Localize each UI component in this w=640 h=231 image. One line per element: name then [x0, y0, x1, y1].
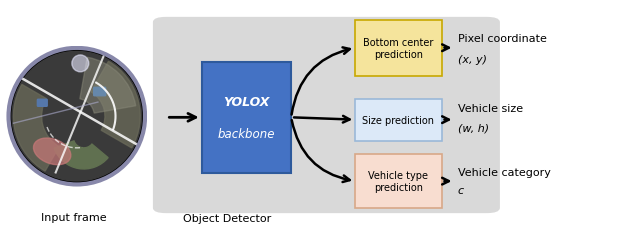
- Circle shape: [72, 56, 89, 73]
- Text: backbone: backbone: [218, 128, 275, 140]
- Circle shape: [12, 52, 141, 181]
- Text: Pixel coordinate: Pixel coordinate: [458, 34, 547, 44]
- Text: Input frame: Input frame: [41, 212, 106, 222]
- Text: (x, y): (x, y): [458, 55, 486, 65]
- Wedge shape: [80, 58, 136, 114]
- Text: Bottom center
prediction: Bottom center prediction: [364, 38, 433, 59]
- Text: YOLOX: YOLOX: [223, 95, 269, 108]
- FancyBboxPatch shape: [202, 62, 291, 173]
- Text: Size prediction: Size prediction: [362, 115, 435, 125]
- Text: Object Detector: Object Detector: [183, 213, 271, 223]
- Text: c: c: [458, 185, 464, 196]
- Wedge shape: [13, 85, 59, 171]
- Ellipse shape: [33, 138, 71, 165]
- FancyBboxPatch shape: [37, 100, 47, 107]
- Text: Vehicle type
prediction: Vehicle type prediction: [369, 170, 428, 192]
- FancyBboxPatch shape: [154, 18, 499, 213]
- Text: Vehicle size: Vehicle size: [458, 103, 523, 114]
- FancyBboxPatch shape: [355, 21, 442, 76]
- Wedge shape: [54, 141, 108, 169]
- Circle shape: [8, 49, 145, 185]
- FancyBboxPatch shape: [355, 155, 442, 208]
- FancyBboxPatch shape: [355, 99, 442, 141]
- Wedge shape: [91, 62, 140, 148]
- FancyBboxPatch shape: [93, 88, 106, 96]
- Text: (w, h): (w, h): [458, 123, 489, 133]
- Text: Vehicle category: Vehicle category: [458, 167, 550, 177]
